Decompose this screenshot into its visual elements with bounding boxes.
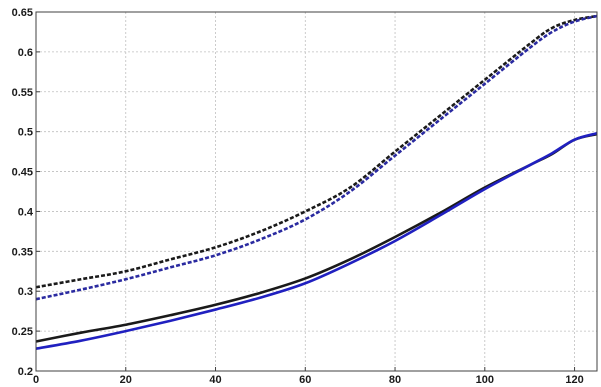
y-tick-label: 0.45 — [12, 167, 33, 179]
y-axis-ticks: 0.2 0.25 0.3 0.35 0.4 0.45 0.5 0.55 0.6 0.65 — [12, 7, 40, 378]
y-tick-label: 0.2 — [18, 366, 33, 378]
y-tick-label: 0.6 — [18, 47, 33, 59]
x-tick-label: 120 — [565, 374, 583, 386]
plot-frame — [35, 11, 598, 372]
y-tick-label: 0.55 — [12, 87, 33, 99]
series-layer — [35, 14, 598, 350]
x-tick-label: 80 — [389, 374, 401, 386]
x-tick-label: 0 — [33, 374, 39, 386]
y-tick-label: 0.35 — [12, 246, 33, 258]
series-line-2 — [35, 14, 598, 301]
x-axis-ticks: 0 20 40 60 80 100 120 — [33, 367, 584, 386]
x-tick-label: 100 — [476, 374, 494, 386]
x-tick-label: 40 — [209, 374, 221, 386]
x-tick-label: 20 — [120, 374, 132, 386]
y-tick-label: 0.65 — [12, 7, 33, 19]
y-tick-label: 0.25 — [12, 326, 33, 338]
series-line-4 — [35, 132, 598, 350]
y-tick-label: 0.5 — [18, 127, 33, 139]
y-tick-label: 0.4 — [18, 206, 34, 218]
series-line-1 — [35, 14, 598, 289]
series-line-3 — [35, 132, 598, 343]
grid — [36, 12, 597, 371]
x-tick-label: 60 — [299, 374, 311, 386]
y-tick-label: 0.3 — [18, 286, 33, 298]
